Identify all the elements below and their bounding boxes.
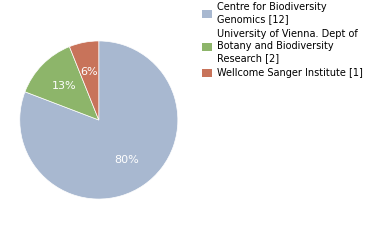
Text: 13%: 13% — [52, 81, 76, 91]
Wedge shape — [70, 41, 99, 120]
Legend: Centre for Biodiversity
Genomics [12], University of Vienna. Dept of
Botany and : Centre for Biodiversity Genomics [12], U… — [203, 2, 363, 78]
Text: 80%: 80% — [114, 155, 139, 165]
Wedge shape — [20, 41, 178, 199]
Wedge shape — [25, 47, 99, 120]
Text: 6%: 6% — [81, 67, 98, 77]
